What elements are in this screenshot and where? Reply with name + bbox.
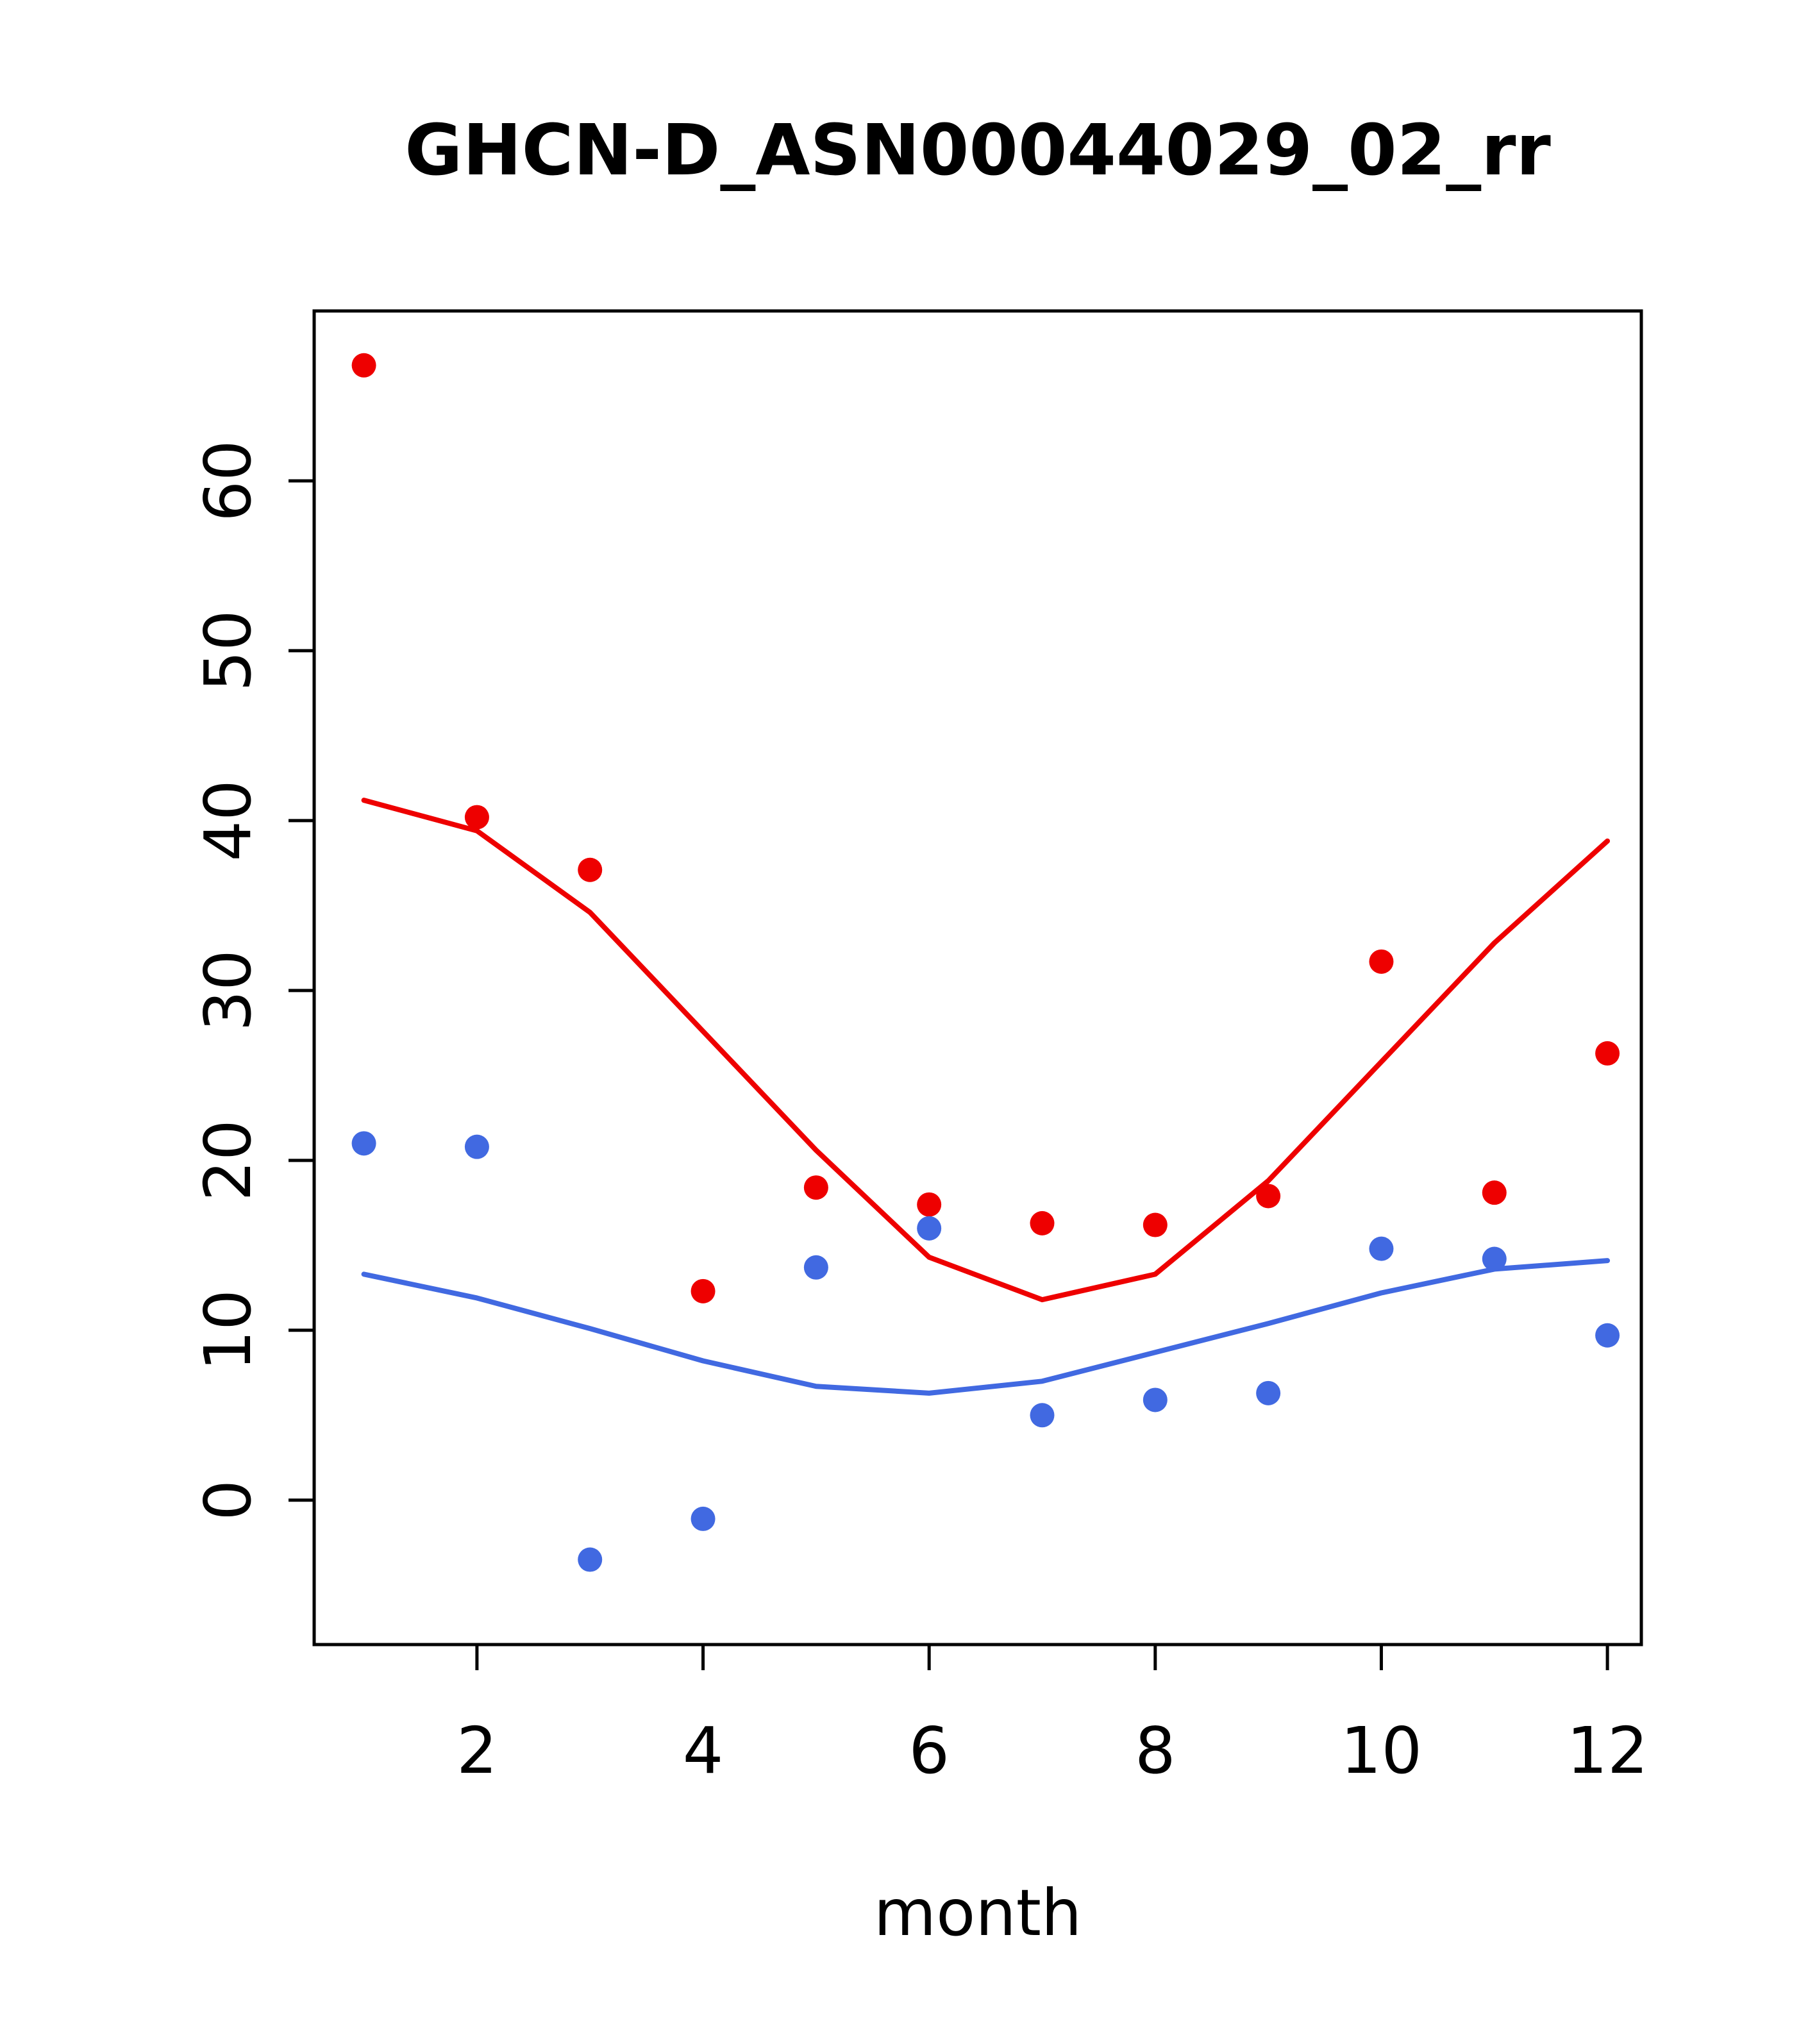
red-smooth-line [361,798,1611,1303]
red-points-marker [351,353,376,378]
red-points-marker [1595,1041,1620,1066]
y-tick-label: 50 [190,610,265,691]
y-tick-label: 0 [190,1480,265,1521]
red-points-marker [917,1192,942,1217]
red-points-marker [691,1278,716,1303]
blue-points-marker [1369,1236,1394,1261]
blue-points-marker [803,1255,828,1280]
red-points-marker [1030,1210,1055,1236]
blue-points-marker [351,1131,376,1156]
y-tick-label: 60 [190,440,265,521]
red-points-marker [464,805,489,830]
y-tick-label: 40 [190,780,265,861]
x-tick-label: 12 [1566,1713,1648,1788]
red-points-marker [1143,1212,1168,1237]
x-tick-label: 8 [1135,1713,1176,1788]
x-tick-label: 2 [456,1713,498,1788]
blue-points-marker [1256,1380,1281,1405]
blue-points-marker [1030,1403,1055,1428]
red-points-marker [1369,949,1394,974]
x-axis-label: month [873,1875,1082,1950]
blue-points-marker [578,1547,603,1572]
x-tick-label: 10 [1341,1713,1422,1788]
red-points-marker [1256,1184,1281,1209]
blue-points-marker [464,1134,489,1159]
blue-points-marker [1595,1323,1620,1348]
blue-points-marker [1143,1387,1168,1412]
blue-points-marker [1482,1246,1507,1271]
x-tick-label: 4 [683,1713,724,1788]
y-tick-label: 10 [190,1289,265,1371]
blue-points-marker [917,1216,942,1241]
y-tick-label: 30 [190,950,265,1031]
red-points-marker [578,857,603,882]
red-points-marker [803,1175,828,1200]
plot-box [312,309,1643,1646]
blue-points-marker [691,1506,716,1531]
x-tick-label: 6 [908,1713,950,1788]
y-tick-label: 20 [190,1119,265,1201]
chart-title: GHCN-D_ASN00044029_02_rr [405,109,1551,191]
blue-smooth-line [361,1258,1611,1396]
red-points-marker [1482,1180,1507,1205]
